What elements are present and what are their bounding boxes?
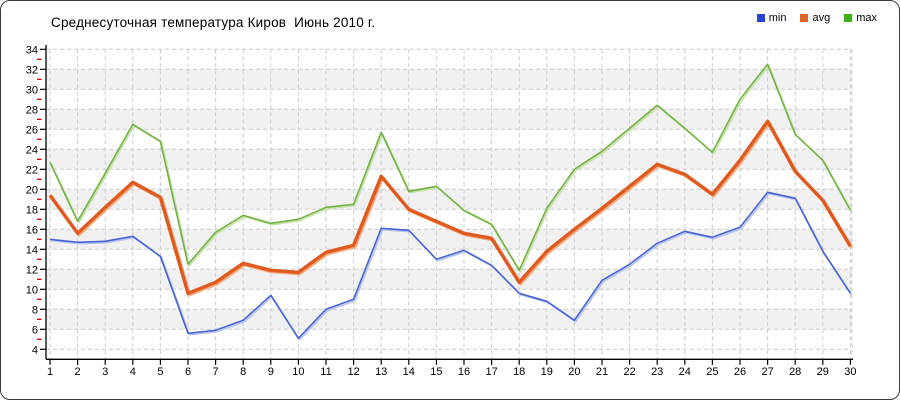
- x-tick-label: 27: [761, 366, 773, 378]
- x-tick-label: 16: [458, 366, 470, 378]
- y-tick-label: 34: [26, 44, 38, 56]
- x-tick-label: 25: [706, 366, 718, 378]
- chart-title: Среднесуточная температура Киров Июнь 20…: [51, 15, 376, 30]
- y-tick-label: 6: [32, 324, 38, 336]
- x-tick-label: 8: [240, 366, 246, 378]
- y-tick-label: 26: [26, 124, 38, 136]
- min-series-line: [49, 191, 852, 340]
- x-tick-label: 3: [102, 366, 108, 378]
- plot-band: [46, 309, 852, 330]
- x-tick-label: 14: [403, 366, 415, 378]
- y-tick-label: 4: [32, 344, 38, 356]
- plot-band: [46, 69, 852, 90]
- y-tick-label: 20: [26, 184, 38, 196]
- legend-item-max: max: [844, 12, 877, 24]
- x-tick-label: 24: [679, 366, 691, 378]
- x-tick-label: 20: [568, 366, 580, 378]
- x-tick-label: 26: [734, 366, 746, 378]
- x-tick-label: 22: [623, 366, 635, 378]
- legend-label-avg: avg: [812, 12, 831, 24]
- y-tick-label: 12: [26, 264, 38, 276]
- chart-legend: min avg max: [756, 12, 877, 24]
- y-tick-label: 10: [26, 284, 38, 296]
- x-tick-label: 29: [817, 366, 829, 378]
- y-tick-label: 14: [26, 244, 38, 256]
- x-tick-label: 11: [320, 366, 331, 378]
- x-tick-label: 6: [185, 366, 191, 378]
- avg-series-line: [48, 119, 852, 295]
- legend-label-max: max: [856, 12, 877, 24]
- x-tick-label: 15: [430, 366, 442, 378]
- legend-item-avg: avg: [800, 12, 830, 24]
- x-tick-label: 13: [375, 366, 387, 378]
- legend-item-min: min: [756, 12, 787, 24]
- max-swatch-icon: [844, 14, 853, 22]
- x-tick-label: 28: [789, 366, 801, 378]
- max-series-line: [49, 63, 852, 272]
- y-tick-label: 30: [26, 84, 38, 96]
- x-tick-label: 30: [844, 366, 856, 378]
- x-tick-label: 17: [485, 366, 497, 378]
- y-tick-label: 8: [32, 304, 38, 316]
- x-tick-label: 12: [347, 366, 359, 378]
- y-tick-label: 28: [26, 104, 38, 116]
- y-tick-label: 16: [26, 224, 38, 236]
- plot-band: [46, 149, 852, 170]
- min-swatch-icon: [756, 14, 765, 22]
- x-tick-label: 19: [541, 366, 553, 378]
- x-tick-label: 18: [513, 366, 525, 378]
- x-tick-label: 2: [75, 366, 81, 378]
- y-tick-label: 18: [26, 204, 38, 216]
- avg-swatch-icon: [800, 14, 809, 22]
- x-tick-label: 10: [292, 366, 304, 378]
- plot-band: [46, 269, 852, 290]
- y-tick-label: 24: [26, 144, 38, 156]
- x-tick-label: 4: [130, 366, 136, 378]
- plot-band: [46, 229, 852, 250]
- x-tick-label: 7: [213, 366, 219, 378]
- plot-band: [46, 189, 852, 210]
- x-tick-label: 9: [268, 366, 274, 378]
- x-tick-label: 21: [596, 366, 608, 378]
- x-tick-label: 23: [651, 366, 663, 378]
- legend-label-min: min: [768, 12, 787, 24]
- x-tick-label: 1: [47, 366, 53, 378]
- x-tick-label: 5: [157, 366, 163, 378]
- y-tick-label: 32: [26, 64, 38, 76]
- y-tick-label: 22: [26, 164, 38, 176]
